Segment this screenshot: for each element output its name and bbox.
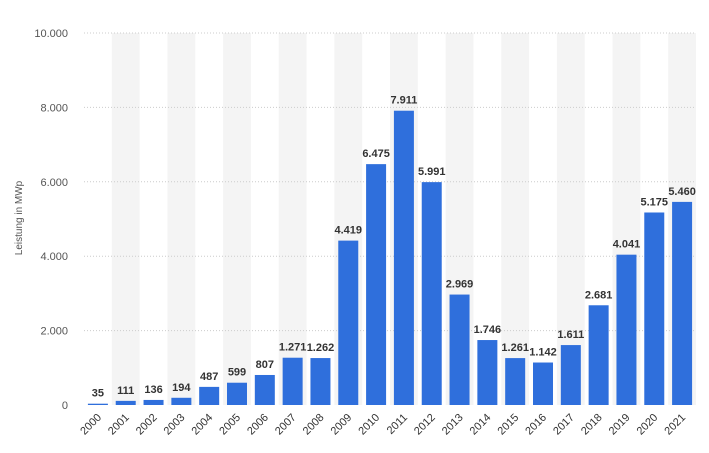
- bar-2010: [366, 164, 387, 405]
- bar-2019: [616, 254, 637, 405]
- data-label-2021: 5.460: [668, 186, 696, 198]
- bar-2006: [254, 374, 275, 405]
- x-tick-label: 2015: [496, 412, 522, 438]
- x-tick-label: 2021: [662, 412, 688, 438]
- data-label-2020: 5.175: [641, 196, 669, 208]
- bar-2011: [393, 110, 414, 405]
- data-label-2010: 6.475: [362, 148, 390, 160]
- bar-2000: [87, 403, 108, 405]
- x-tick-label: 2002: [134, 412, 160, 438]
- x-tick-label: 2001: [106, 412, 132, 438]
- x-tick-label: 2013: [440, 412, 466, 438]
- background-band: [223, 33, 251, 405]
- x-tick-label: 2014: [468, 412, 494, 438]
- data-labels: 35 111 136 194 487 599 807 1.271 1.262 4.419 6.475…: [92, 95, 696, 400]
- bar-2004: [199, 386, 220, 405]
- y-tick-label: 8.000: [40, 102, 68, 114]
- x-tick-label: 2003: [162, 412, 188, 438]
- x-tick-label: 2009: [329, 412, 355, 438]
- background-band: [501, 33, 530, 405]
- bar-2015: [505, 358, 526, 405]
- data-label-2008: 1.262: [307, 342, 335, 354]
- x-tick-label: 2020: [635, 412, 661, 438]
- bar-2021: [672, 201, 693, 405]
- data-label-2009: 4.419: [335, 225, 363, 237]
- background-band: [111, 33, 140, 405]
- gridlines: [84, 32, 696, 332]
- x-tick-label: 2011: [385, 412, 410, 437]
- x-tick-label: 2016: [523, 412, 549, 438]
- y-axis-ticks: 0 2.000 4.000 6.000 8.000 10.000: [34, 28, 68, 412]
- bar-2005: [227, 382, 247, 405]
- x-tick-label: 2017: [551, 412, 577, 438]
- data-label-2018: 2.681: [585, 289, 613, 301]
- y-tick-label: 2.000: [40, 326, 68, 338]
- x-tick-label: 2005: [217, 412, 243, 438]
- data-label-2006: 807: [256, 359, 274, 371]
- y-axis-label: Leistung in MWp: [14, 180, 25, 255]
- data-label-2017: 1.611: [557, 329, 584, 341]
- y-tick-label: 10.000: [34, 28, 68, 40]
- data-label-2012: 5.991: [418, 166, 446, 178]
- data-label-2014: 1.746: [474, 324, 502, 336]
- bar-2007: [282, 357, 303, 405]
- data-label-2000: 35: [92, 388, 104, 400]
- x-tick-label: 2010: [356, 412, 382, 438]
- x-tick-label: 2007: [273, 412, 299, 438]
- bar-2017: [560, 345, 581, 405]
- data-label-2003: 194: [172, 382, 191, 394]
- data-label-2011: 7.911: [390, 95, 417, 107]
- data-label-2002: 136: [144, 384, 162, 396]
- bar-2018: [588, 305, 609, 405]
- data-label-2004: 487: [200, 371, 218, 383]
- background-band: [556, 33, 585, 405]
- bar-2003: [171, 397, 192, 405]
- background-band: [278, 33, 307, 405]
- data-label-2007: 1.271: [279, 342, 307, 354]
- data-label-2005: 599: [228, 367, 246, 379]
- data-label-2001: 111: [117, 385, 134, 397]
- bar-2001: [115, 400, 136, 405]
- bar-2013: [449, 294, 470, 405]
- bar-2014: [477, 340, 498, 405]
- bar-2002: [143, 399, 164, 405]
- bar-2008: [310, 358, 331, 405]
- x-tick-label: 2006: [245, 412, 271, 438]
- background-band: [167, 33, 196, 405]
- data-label-2019: 4.041: [613, 239, 641, 251]
- y-tick-label: 6.000: [40, 177, 68, 189]
- bars: [87, 110, 693, 405]
- x-tick-label: 2000: [78, 412, 104, 438]
- x-axis-ticks: 2000 2001 2002 2003 2004 2005 2006 2007 2008 2009…: [78, 412, 688, 438]
- x-tick-label: 2019: [607, 412, 633, 438]
- data-label-2013: 2.969: [446, 279, 474, 291]
- bar-2020: [644, 212, 665, 405]
- x-tick-label: 2018: [579, 412, 605, 438]
- data-label-2016: 1.142: [529, 347, 557, 359]
- y-tick-label: 0: [62, 400, 68, 412]
- bar-2012: [421, 182, 442, 405]
- data-label-2015: 1.261: [501, 342, 529, 354]
- bar-2016: [533, 362, 553, 405]
- x-tick-label: 2012: [412, 412, 438, 438]
- x-tick-label: 2004: [190, 412, 216, 438]
- y-tick-label: 4.000: [40, 251, 68, 263]
- bar-2009: [338, 240, 359, 405]
- x-tick-label: 2008: [301, 412, 327, 438]
